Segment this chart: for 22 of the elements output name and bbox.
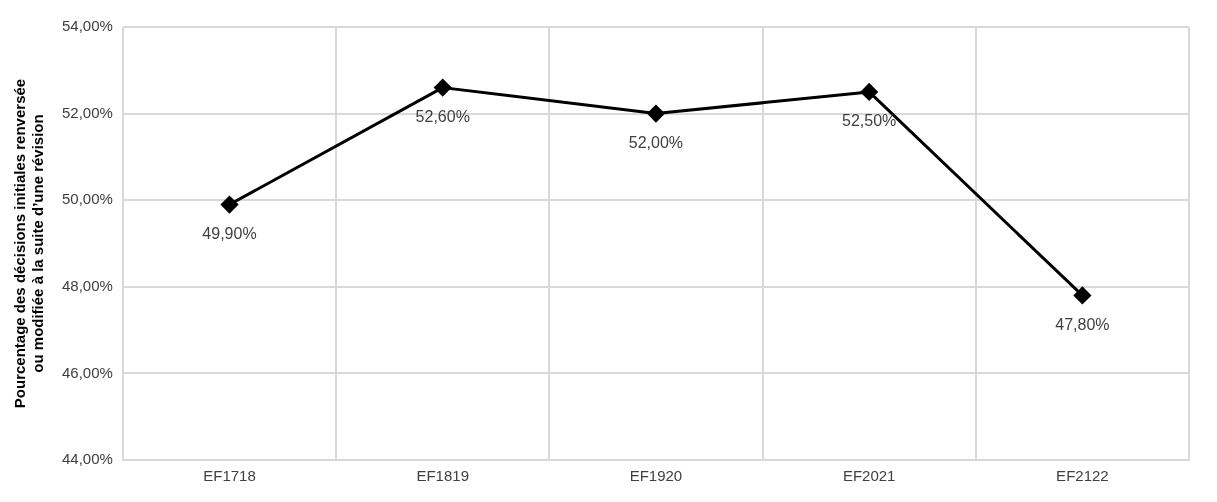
data-label: 52,50% <box>842 112 897 130</box>
data-label: 52,00% <box>628 134 684 152</box>
y-tick-label: 54,00% <box>62 17 113 35</box>
x-tick-label: EF1718 <box>203 467 256 485</box>
x-tick-label: EF1819 <box>416 467 469 485</box>
y-tick-label: 50,00% <box>62 190 113 208</box>
point <box>1073 286 1091 304</box>
data-label: 49,90% <box>202 224 257 242</box>
x-tick-label: EF2122 <box>1056 467 1109 485</box>
point <box>860 83 878 101</box>
y-axis-title: Pourcentage des décisions initiales renversée ou modifiée à la suite d’une révision <box>11 78 47 409</box>
data-label: 52,60% <box>415 108 470 126</box>
x-tick-label: EF2021 <box>842 467 896 485</box>
data-label: 47,80% <box>1055 315 1110 333</box>
y-tick-label: 46,00% <box>62 363 113 381</box>
point <box>647 105 665 123</box>
x-tick-label: EF1920 <box>629 467 683 485</box>
y-tick-label: 44,00% <box>62 450 113 468</box>
y-tick-label: 48,00% <box>62 276 113 294</box>
y-tick-label: 52,00% <box>62 103 113 121</box>
point <box>220 196 238 214</box>
point <box>434 79 452 97</box>
